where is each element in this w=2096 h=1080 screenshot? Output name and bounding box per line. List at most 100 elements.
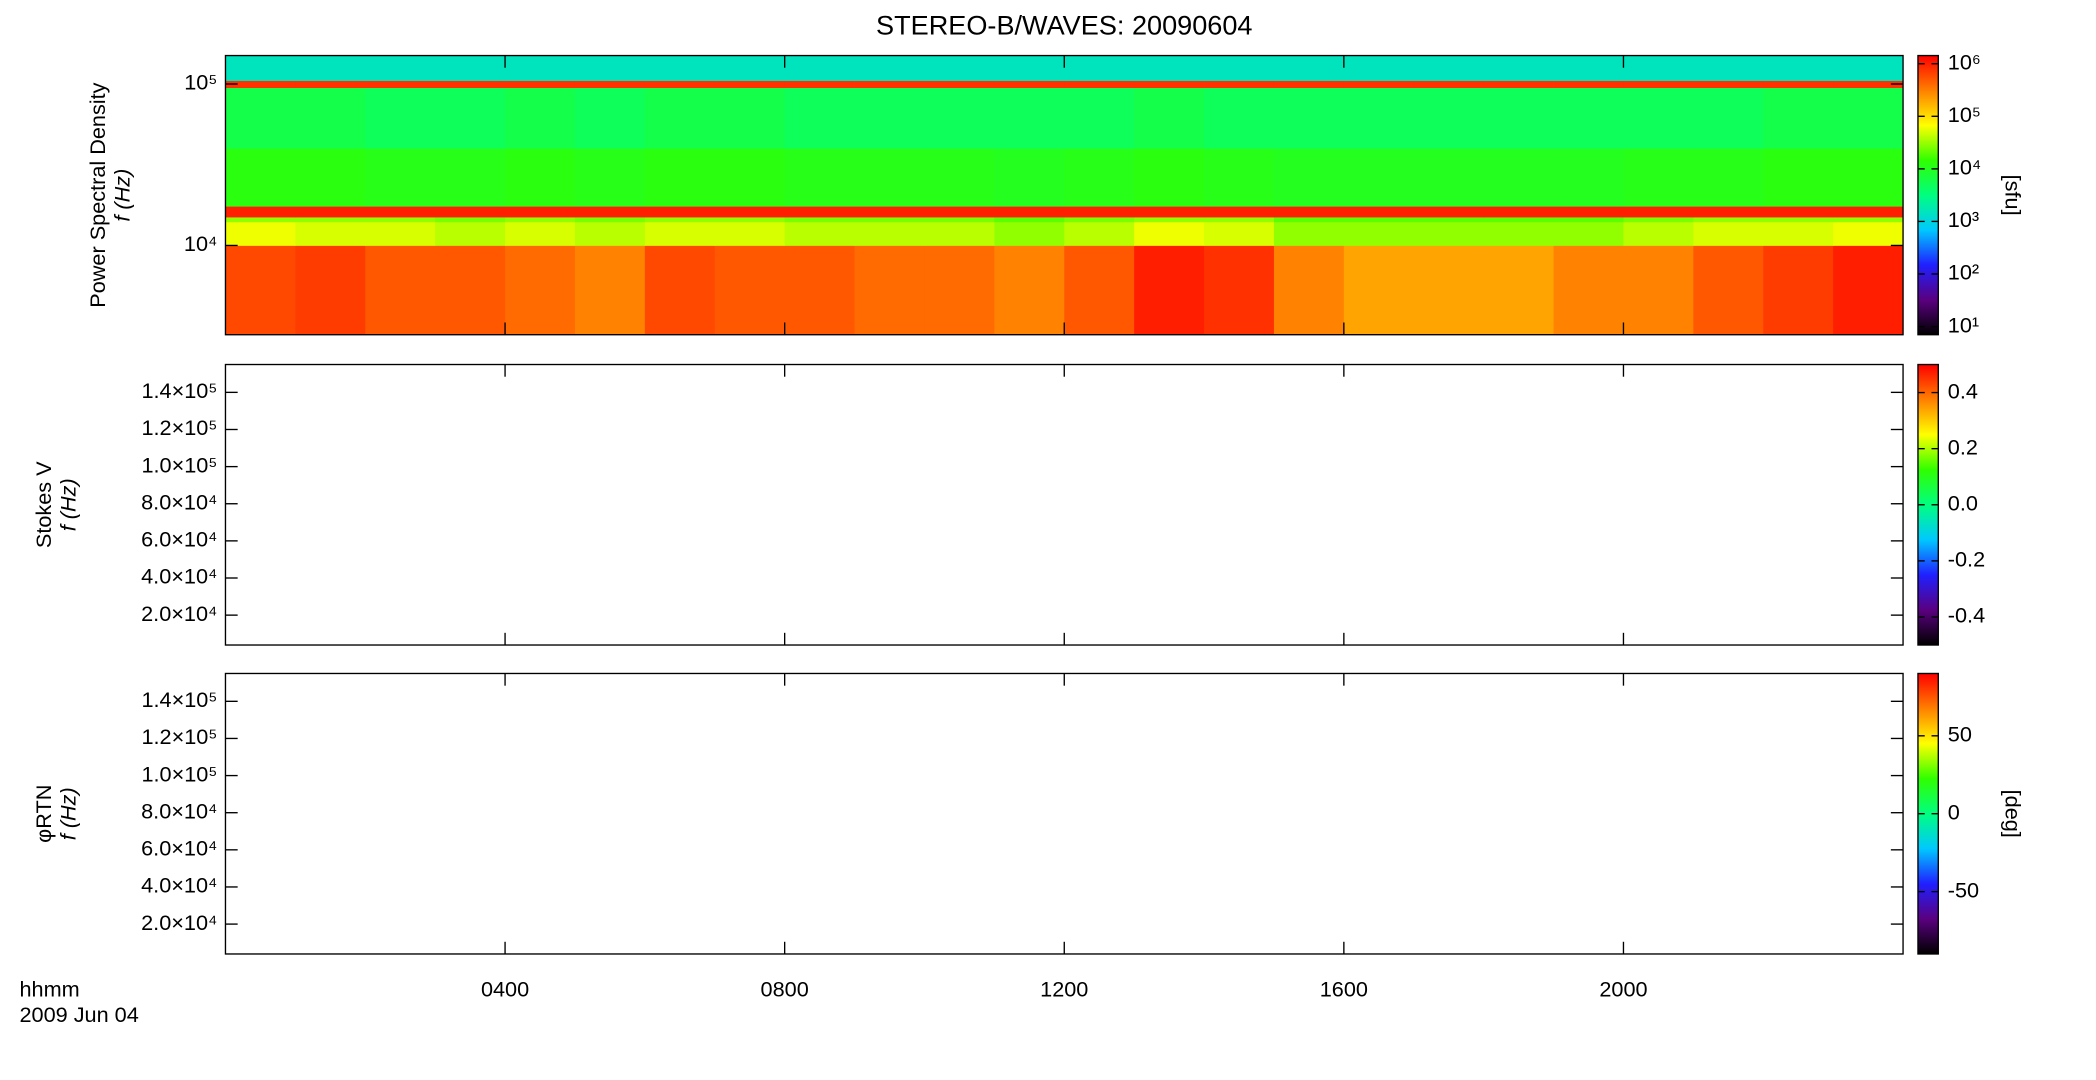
heatmap-cell — [784, 217, 855, 223]
heatmap-cell — [1204, 148, 1275, 207]
heatmap-cell — [365, 217, 436, 223]
heatmap-cell — [574, 245, 646, 336]
heatmap-cell — [574, 80, 646, 88]
heatmap-cell — [1064, 87, 1135, 149]
heatmap-cell — [1763, 245, 1834, 336]
x-tick-label: 1200 — [1040, 976, 1088, 1001]
colorbar-tick-label: 10⁵ — [1948, 102, 1981, 127]
heatmap-cell — [1273, 55, 1345, 81]
heatmap-cell — [644, 245, 716, 336]
heatmap-cell — [505, 87, 576, 149]
y-tick-label: 1.4×10⁵ — [141, 687, 217, 712]
heatmap-cell — [1343, 206, 1415, 218]
heatmap-cell — [1833, 221, 1904, 246]
heatmap-cell — [1763, 87, 1834, 149]
heatmap-cell — [994, 221, 1065, 246]
heatmap-cell — [1833, 206, 1904, 218]
heatmap-cell — [225, 217, 296, 223]
heatmap-cell — [1833, 80, 1904, 88]
heatmap-cell — [1134, 80, 1205, 88]
heatmap-cell — [365, 87, 436, 149]
y-tick-label: 1.4×10⁵ — [141, 378, 217, 403]
heatmap-cell — [1064, 221, 1135, 246]
colorbar-tick-label: 0.0 — [1948, 491, 1978, 516]
colorbar-tick-label: 0.4 — [1948, 378, 1978, 403]
heatmap-cell — [1204, 245, 1275, 336]
heatmap-cell — [295, 87, 366, 149]
heatmap-cell — [1623, 221, 1694, 246]
heatmap-cell — [784, 245, 855, 336]
heatmap-cell — [924, 55, 995, 81]
heatmap-cell — [1623, 80, 1694, 88]
heatmap-cell — [225, 245, 296, 336]
heatmap-cell — [225, 221, 296, 246]
y-tick-label: 1.2×10⁵ — [141, 415, 217, 440]
heatmap-cell — [1204, 217, 1275, 223]
heatmap-cell — [1064, 217, 1135, 223]
heatmap-cell — [1483, 55, 1554, 81]
heatmap-cell — [714, 80, 786, 88]
heatmap-cell — [1763, 206, 1834, 218]
colorbar-tick-label: 10⁴ — [1948, 155, 1981, 180]
heatmap-cell — [1693, 148, 1764, 207]
heatmap-cell — [1553, 55, 1624, 81]
date-label: 2009 Jun 04 — [19, 1002, 138, 1027]
heatmap-cell — [574, 206, 646, 218]
heatmap-cell — [435, 217, 506, 223]
heatmap-cell — [505, 55, 576, 81]
heatmap-cell — [1763, 217, 1834, 223]
y-tick-label: 1.2×10⁵ — [141, 724, 217, 749]
heatmap-cell — [1553, 87, 1624, 149]
colorbar-tick-label: -0.2 — [1948, 547, 1985, 572]
heatmap-cell — [1693, 206, 1764, 218]
heatmap-cell — [924, 206, 995, 218]
heatmap-cell — [1833, 217, 1904, 223]
heatmap-cell — [295, 80, 366, 88]
colorbar-tick-label: -0.4 — [1948, 603, 1985, 628]
y-tick-label: 8.0×10⁴ — [141, 798, 217, 823]
heatmap-cell — [1483, 148, 1554, 207]
heatmap-cell — [854, 55, 925, 81]
heatmap-cell — [1064, 206, 1135, 218]
y-tick-label: 6.0×10⁴ — [141, 527, 217, 552]
heatmap-cell — [1553, 80, 1624, 88]
heatmap-cell — [505, 80, 576, 88]
heatmap-cell — [225, 55, 296, 81]
heatmap-cell — [1064, 148, 1135, 207]
plot-frame — [224, 672, 1904, 955]
heatmap-cell — [574, 148, 646, 207]
colorbar-tick-label: 50 — [1948, 722, 1972, 747]
x-tick-label: 0800 — [761, 976, 809, 1001]
heatmap-cell — [1553, 217, 1624, 223]
colorbar — [1917, 54, 1939, 336]
heatmap-cell — [1483, 206, 1554, 218]
heatmap-cell — [1273, 221, 1345, 246]
heatmap-cell — [1553, 206, 1624, 218]
heatmap-cell — [994, 80, 1065, 88]
plot-frame — [224, 363, 1904, 646]
y-tick-label: 1.0×10⁵ — [141, 761, 217, 786]
heatmap-cell — [994, 87, 1065, 149]
heatmap-cell — [1693, 245, 1764, 336]
heatmap-cell — [505, 206, 576, 218]
chart-title: STEREO-B/WAVES: 20090604 — [876, 9, 1252, 40]
heatmap-cell — [1763, 221, 1834, 246]
colorbar-tick-label: 0.2 — [1948, 434, 1978, 459]
heatmap-cell — [435, 245, 506, 336]
heatmap-cell — [1273, 80, 1345, 88]
heatmap-cell — [1623, 87, 1694, 149]
heatmap-cell — [1763, 80, 1834, 88]
heatmap-cell — [574, 217, 646, 223]
heatmap-cell — [1134, 245, 1205, 336]
heatmap-cell — [365, 55, 436, 81]
heatmap-cell — [1413, 221, 1485, 246]
heatmap-cell — [1553, 148, 1624, 207]
heatmap-cell — [854, 245, 925, 336]
heatmap-cell — [1273, 87, 1345, 149]
heatmap-cell — [1833, 87, 1904, 149]
heatmap-cell — [784, 80, 855, 88]
heatmap-cell — [295, 221, 366, 246]
heatmap-cell — [784, 87, 855, 149]
heatmap-cell — [1273, 206, 1345, 218]
y-tick-label: 4.0×10⁴ — [141, 873, 217, 898]
